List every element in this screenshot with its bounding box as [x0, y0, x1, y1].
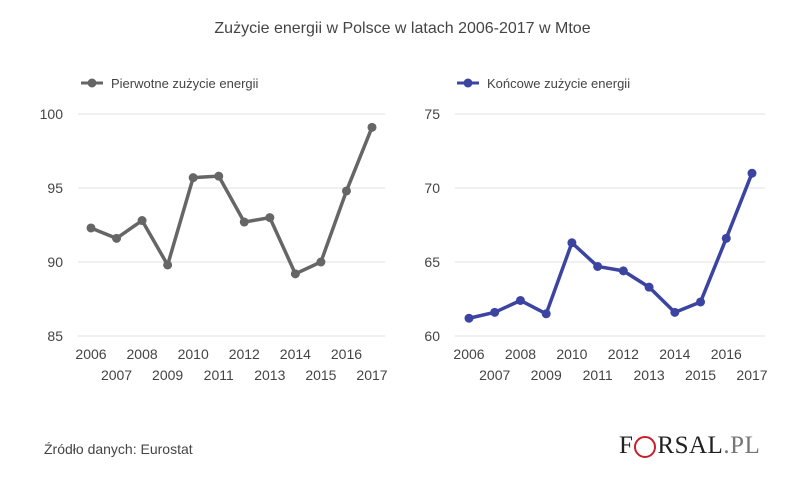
forsal-logo: F RSAL .PL: [619, 432, 760, 460]
x-tick-label: 2006: [453, 346, 484, 362]
data-point: [644, 282, 654, 292]
data-point: [86, 223, 96, 233]
logo-suffix: .PL: [723, 432, 761, 459]
data-point: [341, 186, 351, 196]
y-tick-label: 95: [47, 180, 63, 196]
x-tick-label: 2008: [505, 346, 536, 362]
x-tick-label: 2009: [531, 367, 562, 383]
data-point: [367, 122, 377, 132]
legend-label: Pierwotne zużycie energii: [111, 76, 259, 91]
data-point: [290, 269, 300, 279]
x-tick-label: 2010: [556, 346, 587, 362]
data-point: [137, 216, 147, 226]
x-tick-label: 2015: [305, 367, 336, 383]
chart-title: Zużycie energii w Polsce w latach 2006-2…: [214, 20, 591, 37]
data-point: [112, 233, 122, 243]
data-point: [490, 307, 500, 317]
series-line: [89, 125, 374, 276]
data-point: [163, 260, 173, 270]
y-tick-label: 100: [40, 106, 64, 122]
x-tick-label: 2017: [356, 367, 387, 383]
y-tick-label: 75: [424, 106, 440, 122]
x-tick-label: 2008: [127, 346, 158, 362]
x-tick-label: 2007: [479, 367, 510, 383]
x-tick-label: 2011: [204, 367, 234, 383]
x-tick-label: 2013: [254, 367, 285, 383]
legend-label: Końcowe zużycie energii: [487, 76, 630, 91]
data-point: [567, 238, 577, 248]
data-point: [188, 173, 198, 183]
x-tick-label: 2007: [101, 367, 132, 383]
legend-swatch-marker: [87, 78, 97, 88]
series-line: [467, 171, 754, 320]
x-tick-label: 2010: [178, 346, 209, 362]
x-tick-label: 2013: [634, 367, 665, 383]
y-tick-label: 70: [424, 180, 440, 196]
legend-swatch-marker: [463, 78, 473, 88]
data-point: [721, 233, 731, 243]
y-tick-label: 60: [424, 328, 440, 344]
x-tick-label: 2014: [280, 346, 311, 362]
y-tick-label: 65: [424, 254, 440, 270]
data-point: [265, 213, 275, 223]
x-tick-label: 2015: [685, 367, 716, 383]
data-point: [618, 266, 628, 276]
data-point: [464, 313, 474, 323]
logo-text-left: F: [619, 432, 634, 459]
y-tick-label: 85: [47, 328, 63, 344]
x-tick-label: 2009: [152, 367, 183, 383]
y-tick-label: 90: [47, 254, 63, 270]
x-tick-label: 2011: [583, 367, 613, 383]
data-point: [239, 217, 249, 227]
x-tick-label: 2012: [229, 346, 260, 362]
data-point: [316, 257, 326, 267]
data-point: [593, 261, 603, 271]
x-tick-label: 2016: [331, 346, 362, 362]
x-tick-label: 2017: [736, 367, 767, 383]
x-tick-label: 2006: [75, 346, 106, 362]
logo-seal-icon: [634, 436, 657, 458]
data-point: [747, 168, 757, 178]
x-tick-label: 2014: [659, 346, 690, 362]
data-point: [541, 309, 551, 319]
data-point: [214, 171, 224, 181]
data-point: [515, 295, 525, 305]
x-tick-label: 2012: [608, 346, 639, 362]
x-tick-label: 2016: [711, 346, 742, 362]
data-point: [670, 307, 680, 317]
data-point: [696, 297, 706, 307]
logo-text-right: RSAL: [657, 432, 724, 459]
source-note: Źródło danych: Eurostat: [44, 441, 193, 457]
